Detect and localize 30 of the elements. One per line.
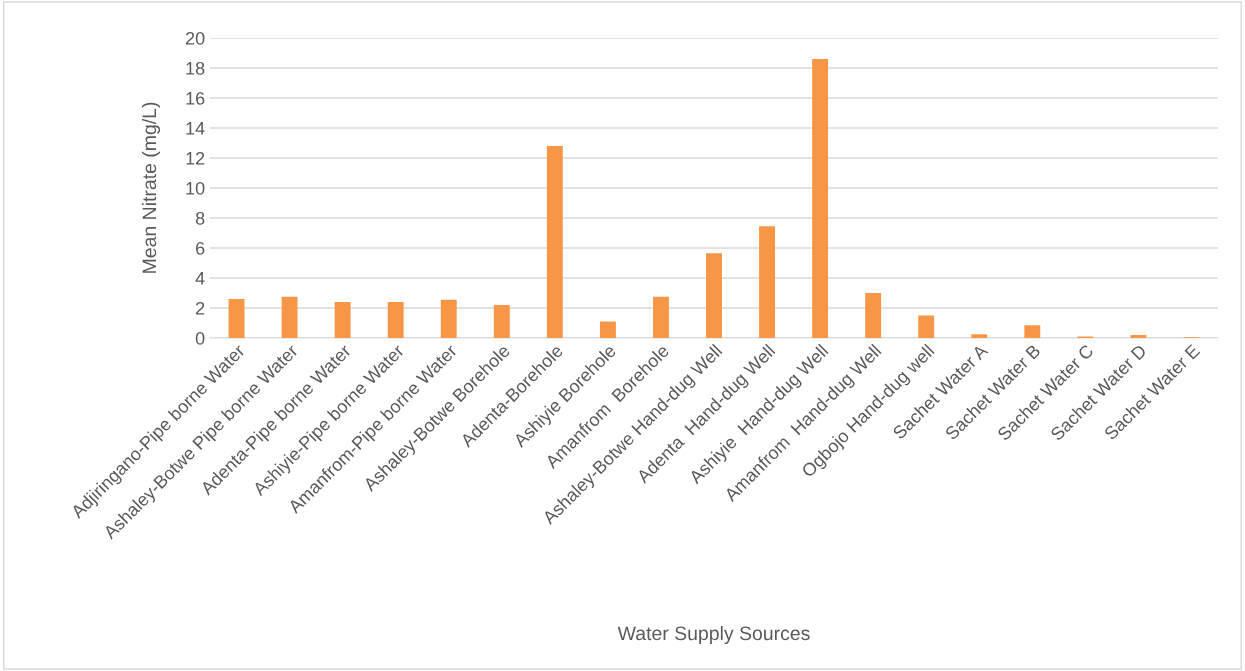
y-tick-label: 8	[195, 211, 205, 225]
y-tick-label: 10	[186, 181, 205, 195]
x-axis-title: Water Supply Sources	[617, 625, 810, 645]
y-tick-label: 12	[186, 151, 205, 165]
bar	[334, 302, 351, 338]
y-tick-label: 6	[196, 241, 205, 255]
bar	[812, 59, 829, 338]
y-tick-label: 2	[196, 301, 205, 315]
bar	[706, 253, 722, 338]
bar	[918, 315, 935, 338]
bar	[281, 296, 298, 338]
bar	[865, 293, 882, 338]
bar	[1024, 325, 1041, 338]
y-tick-label: 18	[186, 61, 205, 75]
bar	[759, 226, 776, 338]
y-tick-label: 14	[186, 122, 205, 135]
bar	[599, 321, 616, 338]
bar	[228, 299, 245, 338]
bar	[652, 296, 669, 338]
y-tick-label: 20	[185, 31, 205, 45]
bar	[493, 305, 510, 338]
y-tick-label: 16	[186, 91, 205, 105]
bar	[440, 299, 457, 338]
y-axis-title: Mean Nitrate (mg/L)	[141, 102, 161, 273]
bar	[546, 146, 563, 338]
bar	[387, 302, 404, 338]
bar	[1130, 335, 1147, 338]
y-tick-label: 4	[195, 272, 205, 285]
bar	[971, 334, 988, 338]
y-tick-label: 0	[195, 331, 205, 345]
